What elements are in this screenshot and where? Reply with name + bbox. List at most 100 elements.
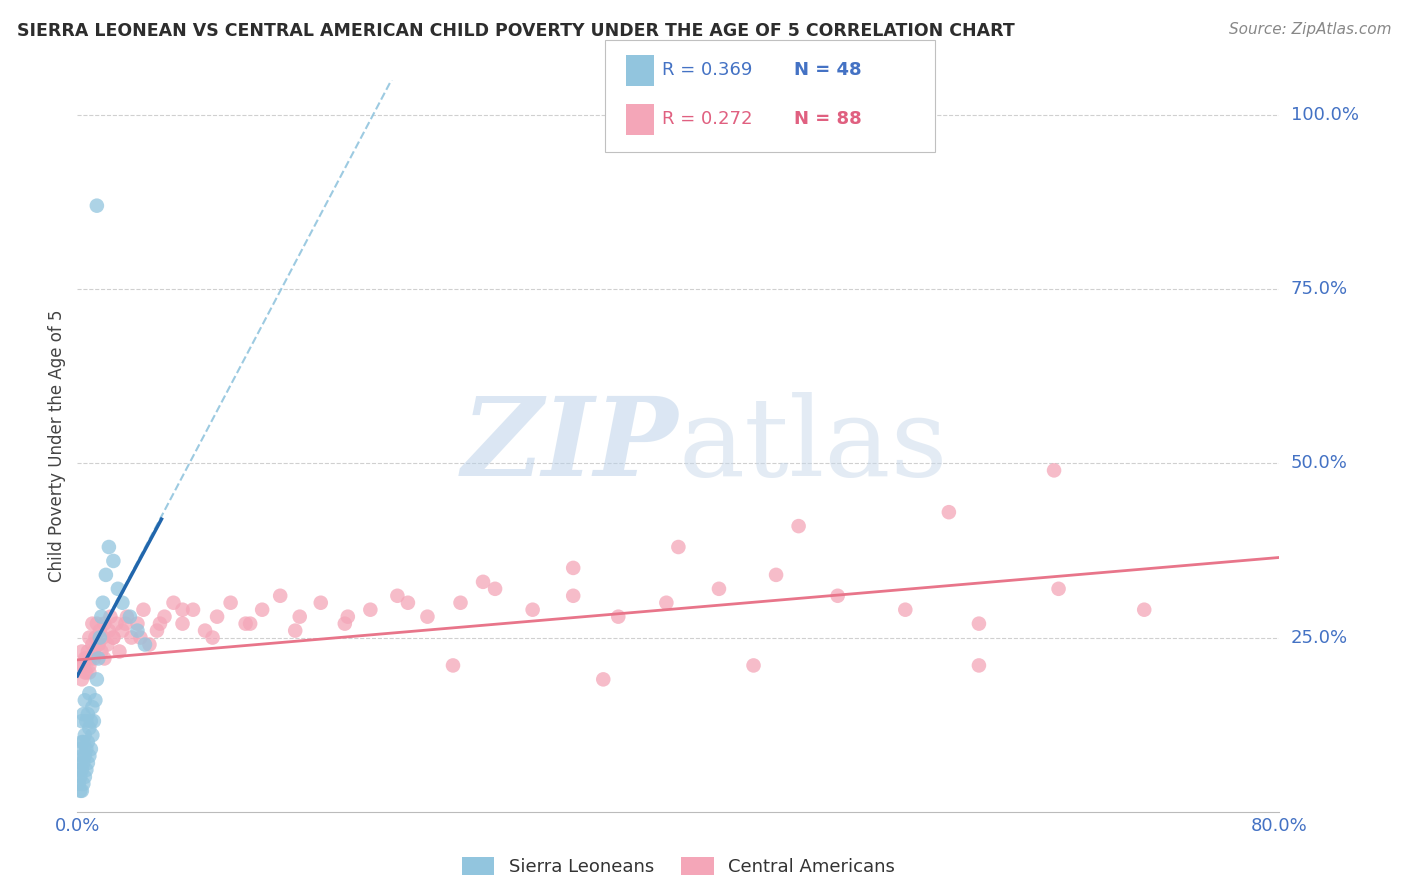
Point [938, 505, 960, 519]
Point [100, 609, 122, 624]
Point [562, 561, 585, 575]
Point [70, 749, 93, 764]
Point [387, 589, 409, 603]
Point [76, 756, 98, 770]
Point [742, 658, 765, 673]
Point [75, 651, 97, 665]
Point [359, 603, 381, 617]
Point [201, 631, 224, 645]
Point [1047, 582, 1070, 596]
Point [79, 665, 101, 680]
Text: N = 48: N = 48 [794, 61, 862, 79]
Point [87, 638, 110, 652]
Point [75, 742, 97, 756]
Point [103, 631, 125, 645]
Legend: Sierra Leoneans, Central Americans: Sierra Leoneans, Central Americans [454, 849, 903, 883]
Point [336, 609, 359, 624]
Point [284, 624, 307, 638]
Point [97, 540, 120, 554]
Point [76, 735, 98, 749]
Point [129, 631, 152, 645]
Point [83, 714, 105, 728]
Point [127, 624, 149, 638]
Point [70, 658, 93, 673]
Point [219, 596, 242, 610]
Text: 75.0%: 75.0% [1291, 280, 1348, 298]
Point [239, 616, 262, 631]
Point [127, 616, 149, 631]
Point [82, 638, 104, 652]
Point [70, 673, 93, 687]
Point [75, 665, 97, 680]
Point [396, 596, 419, 610]
Point [72, 658, 94, 673]
Point [70, 644, 93, 658]
Point [655, 596, 678, 610]
Point [79, 721, 101, 735]
Point [103, 554, 125, 568]
Point [120, 631, 142, 645]
Point [765, 567, 787, 582]
Point [103, 631, 125, 645]
Point [70, 735, 93, 749]
Point [162, 596, 184, 610]
Point [107, 582, 129, 596]
Point [70, 784, 93, 798]
Point [90, 644, 112, 658]
Point [1043, 463, 1066, 477]
Text: 50.0%: 50.0% [1291, 454, 1347, 473]
Point [73, 749, 96, 764]
Point [89, 624, 111, 638]
Point [416, 609, 439, 624]
Point [134, 638, 156, 652]
Point [309, 596, 332, 610]
Point [441, 658, 464, 673]
Point [67, 763, 90, 777]
Point [75, 714, 97, 728]
Point [69, 784, 91, 798]
Point [967, 658, 990, 673]
Point [89, 631, 111, 645]
Point [91, 631, 114, 645]
Point [73, 693, 96, 707]
Point [108, 644, 131, 658]
Point [70, 714, 93, 728]
Point [90, 609, 112, 624]
Text: R = 0.272: R = 0.272 [662, 111, 752, 128]
Point [472, 574, 495, 589]
Text: atlas: atlas [679, 392, 948, 500]
Point [73, 728, 96, 742]
Point [80, 651, 103, 665]
Point [967, 616, 990, 631]
Point [86, 616, 108, 631]
Point [787, 519, 810, 533]
Point [69, 770, 91, 784]
Point [73, 651, 96, 665]
Point [84, 693, 107, 707]
Point [70, 763, 93, 777]
Point [827, 589, 849, 603]
Point [132, 603, 155, 617]
Point [607, 609, 630, 624]
Point [450, 596, 472, 610]
Point [194, 624, 217, 638]
Point [79, 686, 101, 700]
Point [484, 582, 506, 596]
Text: ZIP: ZIP [461, 392, 679, 500]
Point [111, 624, 134, 638]
Point [149, 616, 172, 631]
Point [172, 603, 194, 617]
Point [138, 638, 160, 652]
Point [80, 714, 103, 728]
Point [79, 631, 101, 645]
Point [91, 596, 114, 610]
Point [153, 609, 176, 624]
Point [82, 700, 104, 714]
Point [87, 651, 110, 665]
Point [668, 540, 690, 554]
Point [79, 749, 101, 764]
Point [83, 644, 105, 658]
Y-axis label: Child Poverty Under the Age of 5: Child Poverty Under the Age of 5 [48, 310, 66, 582]
Point [115, 609, 138, 624]
Point [72, 735, 94, 749]
